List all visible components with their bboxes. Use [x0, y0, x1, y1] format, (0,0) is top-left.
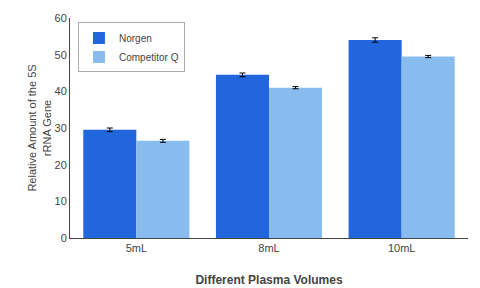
svg-text:Relative Amount of the 5SrRNA: Relative Amount of the 5SrRNA Gene — [26, 64, 52, 191]
svg-text:40: 40 — [55, 85, 67, 97]
svg-text:20: 20 — [55, 159, 67, 171]
svg-text:0: 0 — [61, 232, 67, 244]
svg-text:Different Plasma Volumes: Different Plasma Volumes — [195, 273, 342, 287]
svg-text:10: 10 — [55, 195, 67, 207]
svg-text:60: 60 — [55, 12, 67, 24]
svg-text:Competitor Q: Competitor Q — [119, 52, 179, 63]
svg-text:10mL: 10mL — [388, 242, 416, 254]
svg-text:8mL: 8mL — [258, 242, 279, 254]
svg-text:50: 50 — [55, 49, 67, 61]
svg-text:5mL: 5mL — [126, 242, 147, 254]
svg-text:Norgen: Norgen — [119, 33, 152, 44]
svg-text:30: 30 — [55, 122, 67, 134]
